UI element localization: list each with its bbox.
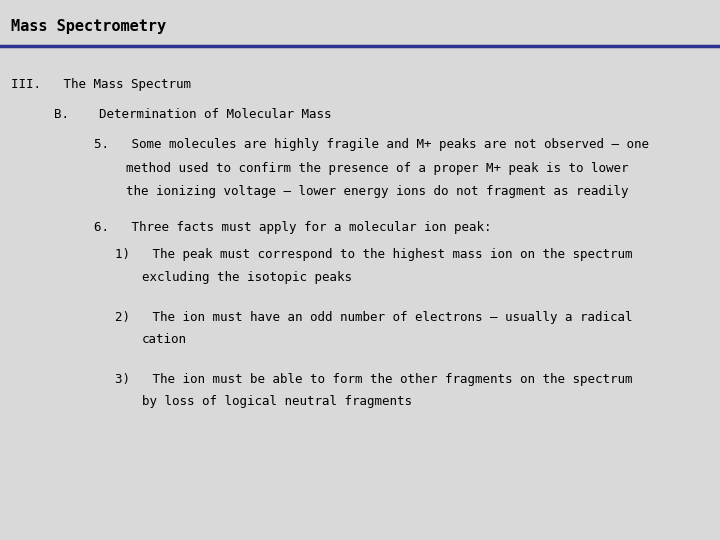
Text: 5.   Some molecules are highly fragile and M+ peaks are not observed – one: 5. Some molecules are highly fragile and… xyxy=(94,138,649,151)
Text: 3)   The ion must be able to form the other fragments on the spectrum: 3) The ion must be able to form the othe… xyxy=(115,373,633,386)
Text: method used to confirm the presence of a proper M+ peak is to lower: method used to confirm the presence of a… xyxy=(126,162,629,175)
Text: 1)   The peak must correspond to the highest mass ion on the spectrum: 1) The peak must correspond to the highe… xyxy=(115,248,633,261)
Text: excluding the isotopic peaks: excluding the isotopic peaks xyxy=(142,271,352,284)
Text: by loss of logical neutral fragments: by loss of logical neutral fragments xyxy=(142,395,412,408)
Text: the ionizing voltage – lower energy ions do not fragment as readily: the ionizing voltage – lower energy ions… xyxy=(126,185,629,198)
Text: 2)   The ion must have an odd number of electrons – usually a radical: 2) The ion must have an odd number of el… xyxy=(115,310,633,323)
Text: B.    Determination of Molecular Mass: B. Determination of Molecular Mass xyxy=(54,108,331,121)
Text: Mass Spectrometry: Mass Spectrometry xyxy=(11,19,166,34)
Text: 6.   Three facts must apply for a molecular ion peak:: 6. Three facts must apply for a molecula… xyxy=(94,221,491,234)
Text: cation: cation xyxy=(142,333,187,346)
Text: III.   The Mass Spectrum: III. The Mass Spectrum xyxy=(11,78,191,91)
